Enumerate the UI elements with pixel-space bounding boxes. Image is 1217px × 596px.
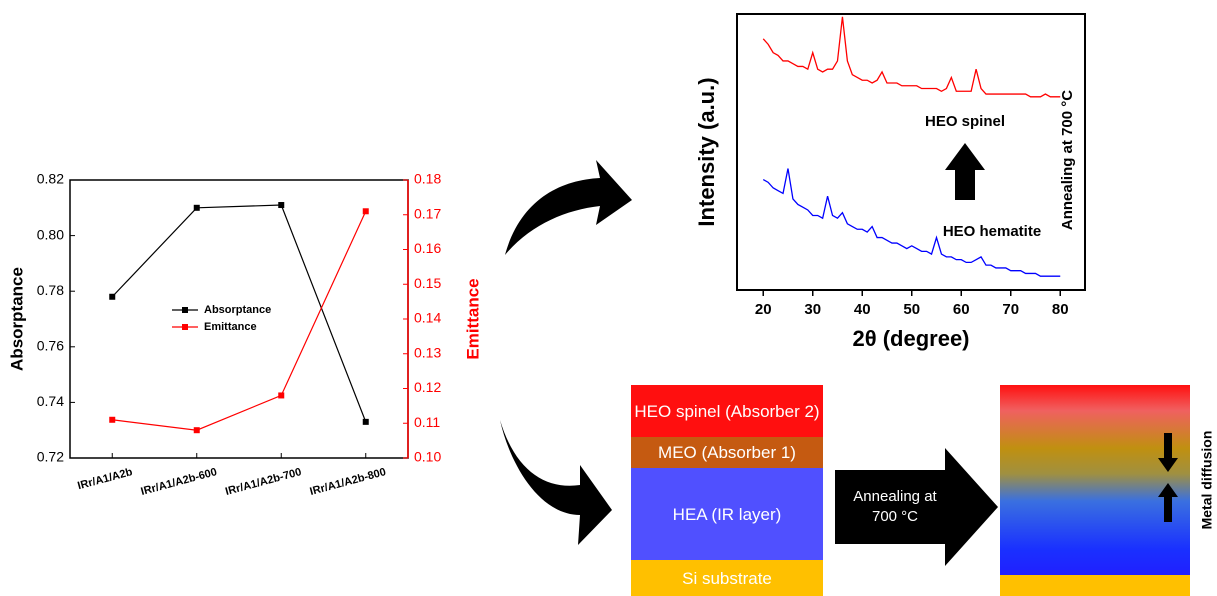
y2-tick-label: 0.11 <box>414 414 440 430</box>
marker <box>278 202 285 209</box>
series-line <box>111 204 367 423</box>
layer: HEO spinel (Absorber 2) <box>631 385 823 437</box>
x-tick-label: 30 <box>804 301 821 318</box>
series-line <box>762 168 1061 277</box>
x-tick-label: 60 <box>953 301 970 318</box>
plot-frame <box>69 179 409 459</box>
y-tick-label: 0.80 <box>37 226 64 242</box>
annealed-stack <box>1000 385 1190 596</box>
annotation: Annealing at 700 °C <box>1059 90 1076 230</box>
diffusion-arrow <box>1158 483 1178 522</box>
marker <box>193 427 200 434</box>
x-tick-label: 40 <box>854 301 871 318</box>
y-tick-label: 0.72 <box>37 449 64 465</box>
y2-tick-label: 0.14 <box>414 310 441 326</box>
process-label: Annealing at 700 °C <box>853 488 937 525</box>
marker <box>109 293 116 300</box>
y2-axis-label: Emittance <box>463 278 482 359</box>
layer: Si substrate <box>631 560 823 596</box>
y2-tick-label: 0.17 <box>414 205 441 221</box>
x-tick-label: 70 <box>1002 301 1019 318</box>
y2-tick-label: 0.18 <box>414 171 441 187</box>
x-tick-label: 20 <box>755 301 772 318</box>
x-tick-label: 80 <box>1052 301 1069 318</box>
legend-label: Absorptance <box>204 304 271 316</box>
legend-marker <box>182 324 188 330</box>
series-label: HEO hematite <box>943 223 1041 240</box>
x-tick-label: IRr/A1/A2b-600 <box>140 466 219 498</box>
y-axis-label: Intensity (a.u.) <box>694 77 719 226</box>
curved-arrow <box>500 420 612 545</box>
y2-tick-label: 0.13 <box>414 344 441 360</box>
x-tick-label: 50 <box>903 301 920 318</box>
x-tick-label: IRr/A1/A2b-800 <box>309 466 388 498</box>
curved-arrow <box>505 160 632 255</box>
process-arrow <box>835 448 998 566</box>
legend-label: Emittance <box>204 321 257 333</box>
plot-frame <box>736 13 1086 291</box>
x-tick-label: IRr/A1/A2b <box>76 466 134 492</box>
legend-marker <box>182 307 188 313</box>
marker <box>109 416 116 423</box>
diffusion-label: Metal diffusion <box>1199 431 1215 530</box>
layer: MEO (Absorber 1) <box>631 437 823 468</box>
y2-tick-label: 0.16 <box>414 240 441 256</box>
y-axis-label: Absorptance <box>7 267 26 371</box>
y-tick-label: 0.76 <box>37 338 64 354</box>
series-label: HEO spinel <box>925 113 1005 130</box>
marker <box>193 204 200 211</box>
y2-tick-label: 0.12 <box>414 379 441 395</box>
y-tick-label: 0.74 <box>37 393 64 409</box>
y-tick-label: 0.78 <box>37 282 64 298</box>
y-tick-label: 0.82 <box>37 171 64 187</box>
marker <box>278 392 285 399</box>
series-line <box>112 211 367 431</box>
layer: HEA (IR layer) <box>631 468 823 560</box>
y2-tick-label: 0.15 <box>414 275 441 291</box>
x-axis-label: 2θ (degree) <box>852 326 969 351</box>
up-arrow <box>945 143 985 200</box>
diffusion-arrow <box>1158 433 1178 472</box>
marker <box>362 418 369 425</box>
y2-tick-label: 0.10 <box>414 449 441 465</box>
series-line <box>762 16 1061 98</box>
x-tick-label: IRr/A1/A2b-700 <box>224 466 303 498</box>
marker <box>362 208 369 215</box>
